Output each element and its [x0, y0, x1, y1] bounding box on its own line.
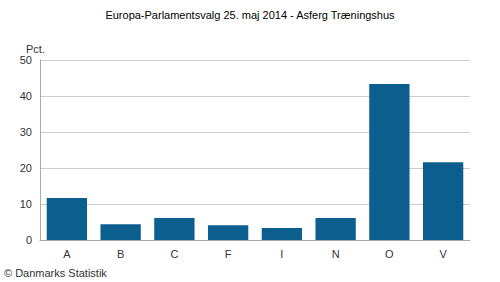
svg-text:B: B [117, 248, 124, 260]
svg-text:Pct.: Pct. [26, 43, 45, 55]
svg-text:40: 40 [20, 90, 32, 102]
svg-text:O: O [385, 248, 394, 260]
svg-text:50: 50 [20, 54, 32, 66]
svg-text:C: C [170, 248, 178, 260]
svg-text:F: F [225, 248, 232, 260]
svg-text:Europa-Parlamentsvalg 25. maj: Europa-Parlamentsvalg 25. maj 2014 - Asf… [105, 9, 395, 21]
svg-text:30: 30 [20, 126, 32, 138]
svg-text:N: N [332, 248, 340, 260]
svg-text:0: 0 [26, 234, 32, 246]
svg-text:V: V [439, 248, 447, 260]
svg-text:20: 20 [20, 162, 32, 174]
svg-text:© Danmarks Statistik: © Danmarks Statistik [4, 267, 107, 279]
svg-text:10: 10 [20, 198, 32, 210]
svg-text:I: I [280, 248, 283, 260]
svg-text:A: A [63, 248, 71, 260]
